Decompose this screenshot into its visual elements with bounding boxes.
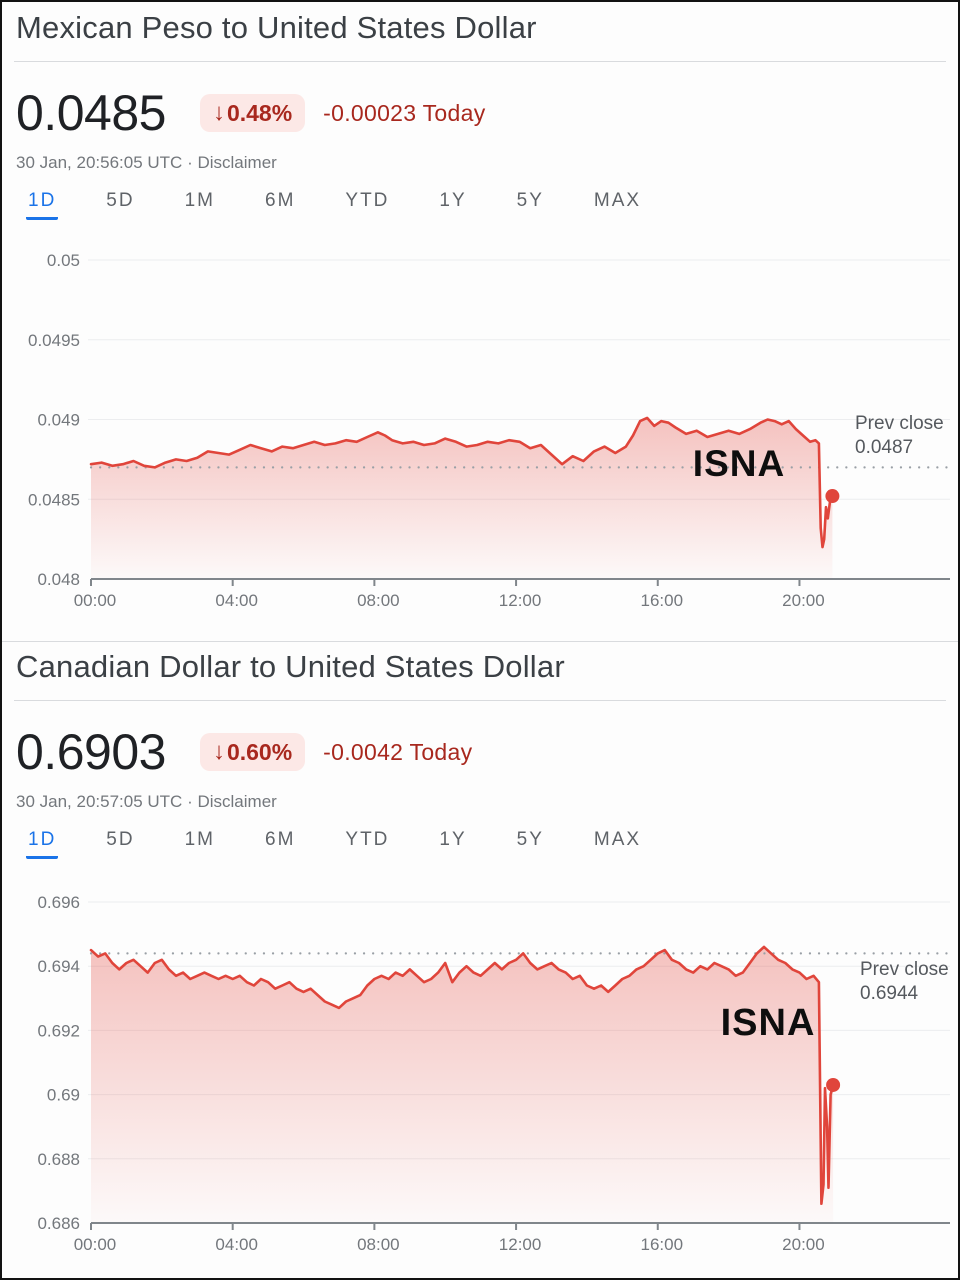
x-tick-label: 04:00	[215, 591, 258, 610]
chart-svg: 0.048 0.0485 0.049 0.0495 0.05 00:00 04:00 08:0…	[28, 251, 952, 610]
quote-meta: 30 Jan, 20:57:05 UTC · Disclaimer	[16, 792, 277, 812]
tab-max[interactable]: MAX	[592, 830, 643, 859]
y-tick-label: 0.692	[37, 1021, 80, 1040]
tab-1y[interactable]: 1Y	[437, 830, 468, 859]
tab-5d[interactable]: 5D	[104, 191, 136, 220]
y-tick-label: 0.05	[47, 251, 80, 270]
tab-6m[interactable]: 6M	[263, 191, 297, 220]
section-divider	[2, 641, 958, 642]
down-arrow-icon: ↓	[212, 99, 225, 126]
y-tick-label: 0.686	[37, 1214, 80, 1233]
x-tick-label: 00:00	[74, 591, 117, 610]
change-percent-badge: ↓ 0.48%	[199, 94, 306, 132]
isna-watermark: ISNA	[693, 443, 785, 484]
x-tick-label: 08:00	[357, 591, 400, 610]
divider	[14, 61, 946, 62]
tab-max[interactable]: MAX	[592, 191, 643, 220]
x-tick-label: 04:00	[215, 1235, 258, 1254]
y-tick-label: 0.694	[37, 957, 80, 976]
price-chart[interactable]: 0.048 0.0485 0.049 0.0495 0.05 00:00 04:00 08:0…	[2, 242, 958, 622]
prev-close-value: 0.6944	[860, 983, 919, 1004]
tab-6m[interactable]: 6M	[263, 830, 297, 859]
section-mxn-usd: Mexican Peso to United States Dollar 0.0…	[2, 2, 958, 641]
quote-meta: 30 Jan, 20:56:05 UTC · Disclaimer	[16, 153, 277, 173]
prev-close-value: 0.0487	[855, 437, 913, 458]
tab-1d[interactable]: 1D	[26, 830, 59, 859]
y-tick-label: 0.69	[47, 1086, 80, 1105]
range-tabs: 1D 5D 1M 6M YTD 1Y 5Y MAX	[26, 191, 643, 220]
current-price: 0.6903	[16, 724, 166, 780]
tab-ytd[interactable]: YTD	[343, 830, 391, 859]
prev-close-label: Prev close	[855, 413, 944, 434]
tab-1y[interactable]: 1Y	[437, 191, 468, 220]
chart-svg: 0.686 0.688 0.69 0.692 0.694 0.696 00:00 04:00 0…	[37, 893, 952, 1254]
y-tick-label: 0.696	[37, 893, 80, 912]
prev-close-label: Prev close	[860, 959, 949, 980]
price-line	[89, 945, 835, 1205]
disclaimer-link[interactable]: Disclaimer	[197, 792, 277, 811]
tab-1m[interactable]: 1M	[183, 191, 217, 220]
tab-5y[interactable]: 5Y	[515, 830, 546, 859]
current-price: 0.0485	[16, 85, 166, 141]
price-row: 0.6903 ↓ 0.60% -0.0042 Today	[16, 727, 472, 777]
page-title: Canadian Dollar to United States Dollar	[16, 649, 565, 684]
x-tick-label: 16:00	[640, 1235, 683, 1254]
change-percent-badge: ↓ 0.60%	[199, 733, 306, 771]
x-tick-label: 16:00	[640, 591, 683, 610]
x-tick-label: 20:00	[782, 1235, 825, 1254]
tab-5y[interactable]: 5Y	[515, 191, 546, 220]
tab-5d[interactable]: 5D	[104, 830, 136, 859]
disclaimer-link[interactable]: Disclaimer	[197, 153, 277, 172]
section-cad-usd: Canadian Dollar to United States Dollar …	[2, 641, 958, 1278]
timestamp: 30 Jan, 20:57:05 UTC	[16, 792, 183, 811]
y-tick-label: 0.048	[37, 570, 80, 589]
x-tick-label: 12:00	[499, 1235, 542, 1254]
x-tick-label: 20:00	[782, 591, 825, 610]
price-chart[interactable]: 0.686 0.688 0.69 0.692 0.694 0.696 00:00 04:00 0…	[2, 882, 958, 1272]
isna-watermark: ISNA	[721, 1002, 816, 1044]
last-price-dot	[826, 1077, 841, 1092]
range-tabs: 1D 5D 1M 6M YTD 1Y 5Y MAX	[26, 830, 643, 859]
change-percent: 0.60%	[226, 738, 293, 765]
price-row: 0.0485 ↓ 0.48% -0.00023 Today	[16, 88, 486, 138]
down-arrow-icon: ↓	[212, 738, 225, 765]
change-percent: 0.48%	[226, 99, 293, 126]
change-amount: -0.0042 Today	[323, 738, 473, 765]
timestamp: 30 Jan, 20:56:05 UTC	[16, 153, 183, 172]
y-tick-label: 0.0485	[28, 490, 80, 509]
x-tick-label: 08:00	[357, 1235, 400, 1254]
dot-separator: ·	[187, 153, 193, 172]
y-tick-label: 0.688	[37, 1150, 80, 1169]
page-title: Mexican Peso to United States Dollar	[16, 10, 537, 45]
series-fill	[91, 417, 833, 579]
change-amount: -0.00023 Today	[323, 99, 486, 126]
last-price-dot	[825, 489, 840, 504]
y-tick-label: 0.049	[37, 411, 80, 430]
series-fill	[91, 946, 834, 1223]
x-tick-label: 00:00	[74, 1235, 117, 1254]
x-tick-label: 12:00	[499, 591, 542, 610]
dot-separator: ·	[187, 792, 193, 811]
divider	[14, 700, 946, 701]
price-line	[89, 416, 834, 549]
tab-1d[interactable]: 1D	[26, 191, 59, 220]
tab-1m[interactable]: 1M	[183, 830, 217, 859]
y-tick-label: 0.0495	[28, 331, 80, 350]
tab-ytd[interactable]: YTD	[343, 191, 391, 220]
